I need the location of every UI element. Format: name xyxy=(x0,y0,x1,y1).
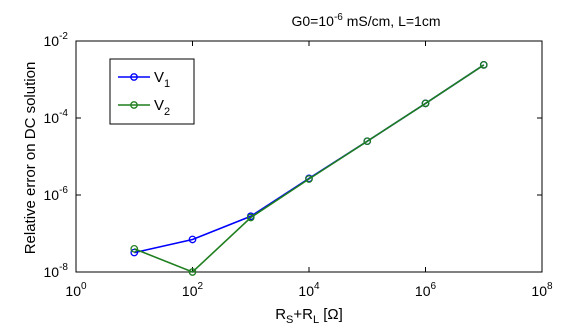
title-text-main: G0=10 xyxy=(292,13,335,29)
legend-box xyxy=(109,58,195,125)
y-tick-base: 10 xyxy=(44,110,60,126)
series-v2 xyxy=(130,61,488,276)
x-label-unit: [Ω] xyxy=(319,306,343,323)
y-tick-label: 10-6 xyxy=(44,185,69,203)
x-tick-exponent: 6 xyxy=(431,281,437,292)
chart-title: G0=10-6 mS/cm, L=1cm xyxy=(292,12,441,29)
legend-label-v2: V2 xyxy=(154,97,170,118)
legend-v2-name: V xyxy=(154,97,164,114)
x-tick-exponent: 4 xyxy=(314,281,320,292)
data-point-v2 xyxy=(188,268,197,276)
y-tick-exponent: -2 xyxy=(59,31,68,42)
y-axis-label: Relative error on DC solution xyxy=(22,62,39,255)
series-layer xyxy=(130,61,488,276)
y-tick-exponent: -6 xyxy=(59,185,68,196)
x-tick-base: 10 xyxy=(182,283,198,299)
data-point-v1 xyxy=(188,235,197,244)
x-tick-label: 104 xyxy=(298,281,320,299)
x-label-sub-l: L xyxy=(313,314,319,326)
data-point-v2 xyxy=(305,175,313,183)
y-tick-label: 10-4 xyxy=(44,108,69,126)
y-tick-label: 10-8 xyxy=(44,262,69,280)
x-axis-label: RS+RL [Ω] xyxy=(275,306,343,326)
y-tick-base: 10 xyxy=(44,264,60,280)
x-tick-base: 10 xyxy=(298,283,314,299)
y-tick-label: 10-2 xyxy=(44,31,69,49)
x-tick-label: 108 xyxy=(531,281,553,299)
y-tick-exponent: -4 xyxy=(59,108,68,119)
legend-v1-sub: 1 xyxy=(164,78,170,90)
x-tick-label: 100 xyxy=(65,281,87,299)
legend-v1-name: V xyxy=(154,69,164,86)
title-text-rest: mS/cm, L=1cm xyxy=(343,13,441,29)
series-line-v2 xyxy=(134,64,485,273)
legend-v2-sub: 2 xyxy=(164,106,170,118)
data-point-v2 xyxy=(363,137,372,146)
x-tick-label: 106 xyxy=(415,281,437,299)
legend-marker-v1 xyxy=(130,73,138,81)
legend-marker-v2 xyxy=(130,101,138,109)
x-tick-base: 10 xyxy=(531,283,547,299)
x-label-r: R xyxy=(275,306,286,323)
legend-label-v1: V1 xyxy=(154,69,170,90)
data-point-v2 xyxy=(130,244,139,253)
x-tick-exponent: 2 xyxy=(198,281,204,292)
x-tick-exponent: 8 xyxy=(547,281,553,292)
data-point-v2 xyxy=(479,61,488,69)
y-tick-base: 10 xyxy=(44,33,60,49)
x-label-sub-s: S xyxy=(286,314,293,326)
x-label-plus-r: +R xyxy=(293,306,313,323)
title-text-superscript: -6 xyxy=(334,12,343,23)
x-tick-label: 102 xyxy=(182,281,204,299)
x-tick-base: 10 xyxy=(65,283,81,299)
x-tick-base: 10 xyxy=(415,283,431,299)
data-point-v2 xyxy=(246,213,255,222)
y-tick-base: 10 xyxy=(44,187,60,203)
data-point-v2 xyxy=(421,99,430,108)
x-tick-exponent: 0 xyxy=(81,281,87,292)
y-tick-exponent: -8 xyxy=(59,262,68,273)
legend: V1 V2 xyxy=(109,58,195,125)
